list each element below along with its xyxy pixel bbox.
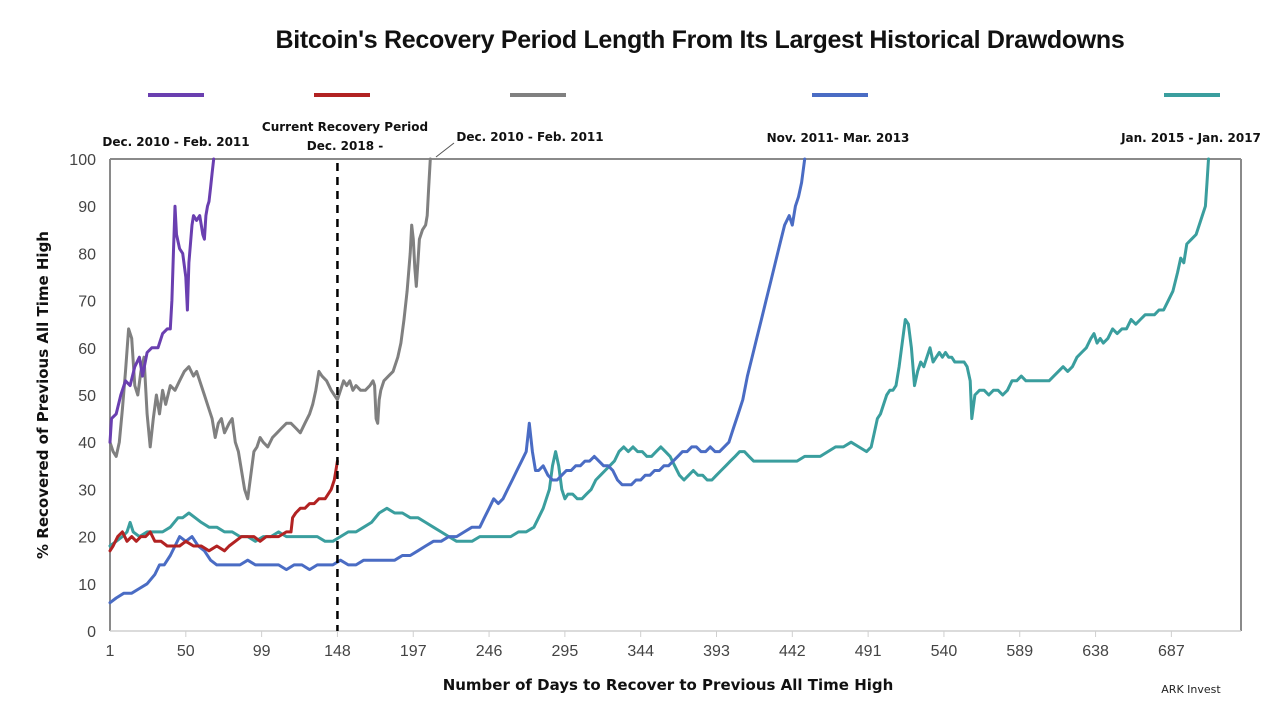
y-tick-label: 40	[78, 435, 96, 452]
x-tick-label: 295	[552, 643, 579, 660]
x-tick-label: 344	[627, 643, 654, 660]
y-tick-label: 60	[78, 341, 96, 358]
y-tick-label: 100	[69, 152, 96, 169]
axes: 0 10 20 30 40 50 60 70 80 90 100 1 50 99 148 197 246 295 3…	[69, 152, 1242, 660]
series-line-4	[108, 157, 807, 605]
x-axis-label: Number of Days to Recover to Previous Al…	[443, 676, 894, 694]
x-tick-label: 589	[1006, 643, 1033, 660]
annotation-gray: Dec. 2010 - Feb. 2011	[456, 130, 603, 144]
annotation-blue: Nov. 2011- Mar. 2013	[767, 131, 910, 145]
x-tick-label: 687	[1158, 643, 1185, 660]
x-tick-label: 1	[106, 643, 115, 660]
series-line-3	[108, 157, 432, 501]
x-tick-label: 442	[779, 643, 806, 660]
x-tick-label: 197	[400, 643, 427, 660]
x-tick-label: 491	[855, 643, 882, 660]
y-tick-label: 0	[87, 624, 96, 641]
annotation-current-line1: Current Recovery Period	[262, 120, 428, 134]
chart-title: Bitcoin's Recovery Period Length From It…	[275, 26, 1125, 54]
y-tick-label: 70	[78, 294, 96, 311]
y-tick-label: 10	[78, 577, 96, 594]
series-line-2	[108, 459, 339, 553]
y-tick-label: 80	[78, 246, 96, 263]
x-tick-label: 638	[1082, 643, 1109, 660]
y-axis-label: % Recovered of Previous All Time High	[34, 231, 52, 559]
x-tick-label: 99	[253, 643, 271, 660]
x-tick-label: 246	[476, 643, 503, 660]
x-tick-label: 148	[324, 643, 351, 660]
y-tick-label: 30	[78, 482, 96, 499]
x-tick-label: 393	[703, 643, 730, 660]
annotations: Dec. 2010 - Feb. 2011 Current Recovery P…	[102, 120, 1261, 158]
series-line-5	[108, 157, 1210, 548]
x-tick-label: 540	[931, 643, 958, 660]
y-tick-label: 20	[78, 530, 96, 547]
annotation-leader-line	[435, 142, 455, 158]
annotation-teal: Jan. 2015 - Jan. 2017	[1120, 131, 1261, 145]
x-tick-label: 50	[177, 643, 195, 660]
source-credit: ARK Invest	[1161, 683, 1221, 696]
annotation-purple: Dec. 2010 - Feb. 2011	[102, 135, 249, 149]
y-tick-label: 50	[78, 388, 96, 405]
series-lines	[108, 157, 1210, 605]
series-line-1	[108, 157, 216, 444]
annotation-current-line2: Dec. 2018 -	[307, 139, 384, 153]
y-tick-label: 90	[78, 199, 96, 216]
